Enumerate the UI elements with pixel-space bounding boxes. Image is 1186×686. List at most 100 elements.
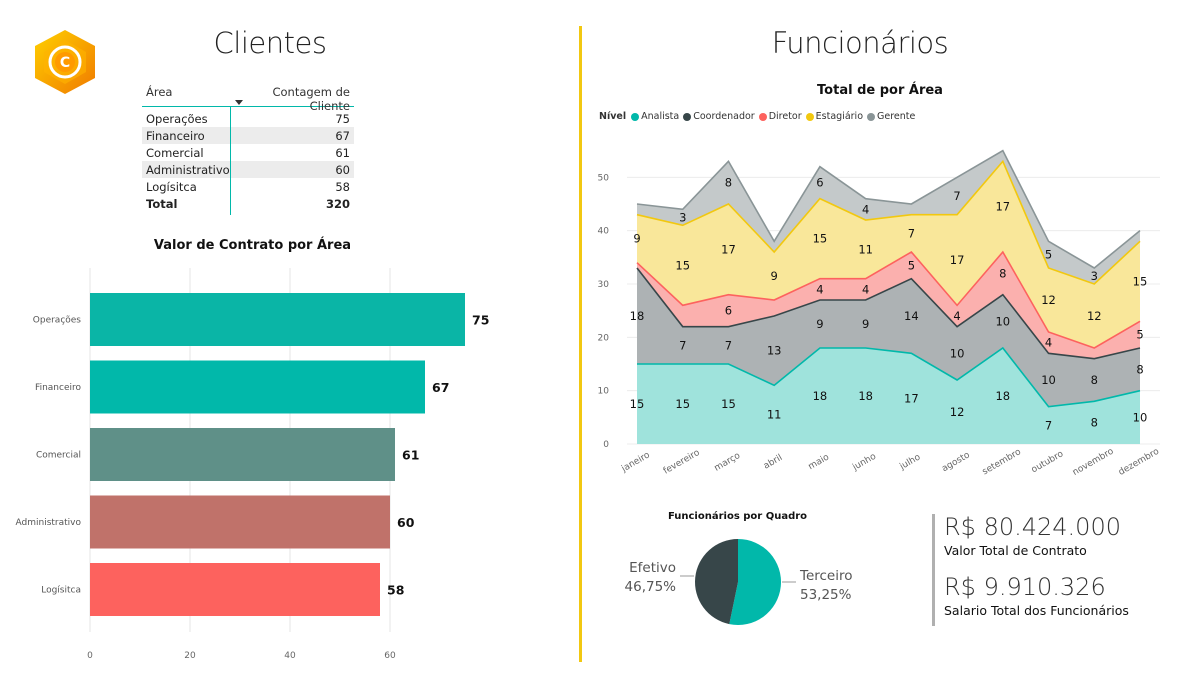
data-label: 18 <box>630 309 645 323</box>
legend-marker-icon <box>867 112 876 121</box>
table-cell-count: 58 <box>335 179 350 194</box>
table-row[interactable]: Administrativo 60 <box>142 161 354 178</box>
area-chart: 0 10 20 30 40 50 15 15 15 11 18 18 17 12 18 7 8 10 18 7 7 13 9… <box>598 149 1161 478</box>
bar-chart: 0 20 40 60 Operações 75 Financeiro 67 Comercial 6… <box>16 268 489 661</box>
area-analista[interactable] <box>637 348 1140 444</box>
x-tick-label: dezembro <box>1117 446 1161 477</box>
data-label: 7 <box>908 226 915 240</box>
pie-slice-terceiro[interactable] <box>729 539 781 625</box>
data-label: 15 <box>675 258 690 272</box>
data-label: 15 <box>721 397 736 411</box>
table-total-label: Total <box>146 196 178 211</box>
legend-item[interactable]: Coordenador <box>683 111 755 122</box>
series-line <box>636 267 1141 360</box>
y-tick-label: 40 <box>598 227 610 237</box>
area-coordenador[interactable] <box>637 268 1140 407</box>
legend-label: Analista <box>641 111 680 122</box>
logo: C <box>32 28 98 96</box>
legend-item[interactable]: Estagiário <box>805 111 863 122</box>
pie-slice-name: Efetivo <box>629 560 676 576</box>
table-cell-count: 60 <box>233 161 354 178</box>
table-cell-area: Financeiro <box>142 127 234 144</box>
table-cell-area: Operações <box>146 111 208 126</box>
kpi-salary-value: R$ 9.910.326 Salario Total dos Funcionár… <box>944 573 1129 618</box>
data-label: 18 <box>995 389 1010 403</box>
data-label: 12 <box>1087 309 1102 323</box>
x-tick-label: fevereiro <box>662 448 702 477</box>
data-label: 8 <box>725 176 732 190</box>
x-tick-label: abril <box>762 453 784 472</box>
area-diretor[interactable] <box>637 252 1140 359</box>
data-label: 5 <box>1045 248 1052 262</box>
legend-item[interactable]: Diretor <box>758 111 802 122</box>
y-tick-label: 20 <box>598 333 610 343</box>
legend-title: Nível <box>599 111 627 122</box>
data-label: 7 <box>953 189 960 203</box>
table-row[interactable]: Comercial 61 <box>142 144 354 161</box>
data-label: 4 <box>953 309 960 323</box>
series-line <box>636 159 1141 285</box>
bar[interactable] <box>90 563 380 616</box>
table-cell-area: Comercial <box>146 145 204 160</box>
data-label: 8 <box>1136 362 1143 376</box>
legend-item[interactable]: Analista <box>631 111 679 122</box>
y-category-label: Comercial <box>36 451 81 461</box>
legend-item[interactable]: Gerente <box>867 111 915 122</box>
data-label: 10 <box>995 314 1010 328</box>
x-tick-label: março <box>713 451 743 474</box>
kpi-contract-value: R$ 80.424.000 Valor Total de Contrato <box>944 513 1121 558</box>
data-label: 9 <box>771 269 778 283</box>
table-header-area[interactable]: Área <box>146 85 173 99</box>
clientes-title: Clientes <box>213 26 327 60</box>
data-label: 11 <box>767 408 782 422</box>
table-row[interactable]: Operações 75 <box>142 110 354 127</box>
bar[interactable] <box>90 360 425 414</box>
funcionarios-title: Funcionários <box>771 26 949 60</box>
table-cell-area: Administrativo <box>142 161 234 178</box>
data-label: 12 <box>950 405 965 419</box>
data-label: 18 <box>813 389 828 403</box>
data-label: 17 <box>721 242 736 256</box>
data-label: 4 <box>862 282 869 296</box>
data-label: 15 <box>630 397 645 411</box>
table-row[interactable]: Logísitca 58 <box>142 178 354 195</box>
data-label: 8 <box>1091 416 1098 430</box>
kpi-contract-amount: R$ 80.424.000 <box>944 513 1121 541</box>
x-tick-label: julho <box>898 452 923 472</box>
table-cell-count: 61 <box>335 145 350 160</box>
data-label: 5 <box>908 258 915 272</box>
table-cell-area: Logísitca <box>146 179 197 194</box>
area-chart-legend: Nível Analista Coordenador Diretor Estagiár… <box>599 111 919 122</box>
area-gerente[interactable] <box>637 150 1140 284</box>
bar[interactable] <box>90 495 390 549</box>
data-label: 15 <box>675 397 690 411</box>
bar[interactable] <box>90 293 465 346</box>
bar[interactable] <box>90 428 395 481</box>
clientes-table: Área Contagem de Cliente Operações 75 Fina… <box>142 85 354 215</box>
x-tick-label: outubro <box>1030 449 1066 475</box>
table-row[interactable]: Financeiro 67 <box>142 127 354 144</box>
x-tick-label: janeiro <box>619 450 652 475</box>
data-label: 3 <box>1091 269 1098 283</box>
data-label: 17 <box>950 253 965 267</box>
data-label: 17 <box>904 392 919 406</box>
area-estagiário[interactable] <box>637 161 1140 348</box>
data-label: 18 <box>858 389 873 403</box>
data-label: 11 <box>858 242 873 256</box>
data-label: 3 <box>679 210 686 224</box>
data-label: 4 <box>862 202 869 216</box>
y-category-label: Administrativo <box>16 518 82 528</box>
pie-chart: Efetivo 46,75% Terceiro 53,25% <box>625 539 853 625</box>
sort-desc-icon[interactable] <box>235 100 243 105</box>
table-cell-count: 75 <box>335 111 350 126</box>
data-label: 4 <box>1045 336 1052 350</box>
data-label: 7 <box>1045 418 1052 432</box>
table-header-contagem[interactable]: Contagem de Cliente <box>272 85 350 113</box>
data-label: 7 <box>679 338 686 352</box>
pie-slice-efetivo[interactable] <box>695 539 738 625</box>
data-label: 10 <box>1041 373 1056 387</box>
data-label: 15 <box>813 232 828 246</box>
y-tick-label: 0 <box>603 440 609 450</box>
bar-value-label: 58 <box>387 583 404 598</box>
data-label: 8 <box>999 266 1006 280</box>
